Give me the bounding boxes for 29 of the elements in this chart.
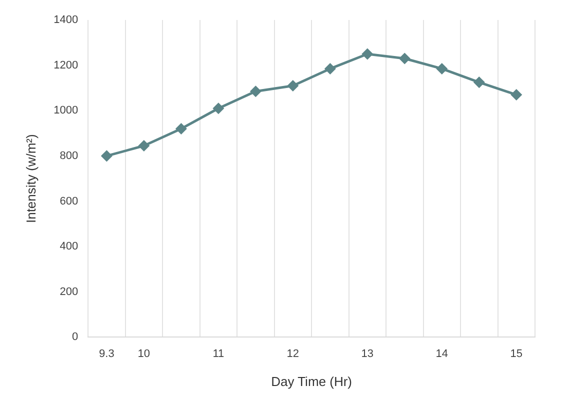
point [399, 53, 410, 64]
x-tick-label: 15 [510, 348, 523, 360]
x-tick-label: 11 [212, 348, 224, 360]
y-tick-label: 400 [60, 240, 78, 253]
point [324, 63, 336, 74]
y-tick-label: 0 [72, 331, 78, 344]
y-tick-label: 200 [60, 286, 78, 298]
point [511, 90, 522, 100]
point [213, 103, 224, 114]
point [138, 140, 150, 151]
x-axis-title: Day Time (Hr) [271, 374, 352, 389]
point [250, 86, 261, 97]
x-tick-label: 9.3 [99, 348, 114, 360]
x-tick-label: 13 [361, 348, 374, 360]
y-axis-title: Intensity (w/m²) [23, 134, 38, 224]
point [362, 48, 373, 60]
x-tick-label: 12 [286, 348, 300, 360]
y-tick-label: 800 [60, 150, 78, 162]
point [474, 77, 484, 88]
point [101, 150, 112, 162]
y-tick-label: 1400 [54, 14, 78, 26]
y-tick-label: 600 [60, 195, 78, 208]
x-tick-label: 10 [138, 348, 150, 360]
point [176, 124, 186, 134]
y-tick-label: 1200 [54, 59, 78, 72]
point [436, 63, 448, 74]
y-tick-label: 1000 [54, 104, 78, 117]
x-tick-label: 14 [436, 348, 448, 360]
point [288, 80, 298, 91]
